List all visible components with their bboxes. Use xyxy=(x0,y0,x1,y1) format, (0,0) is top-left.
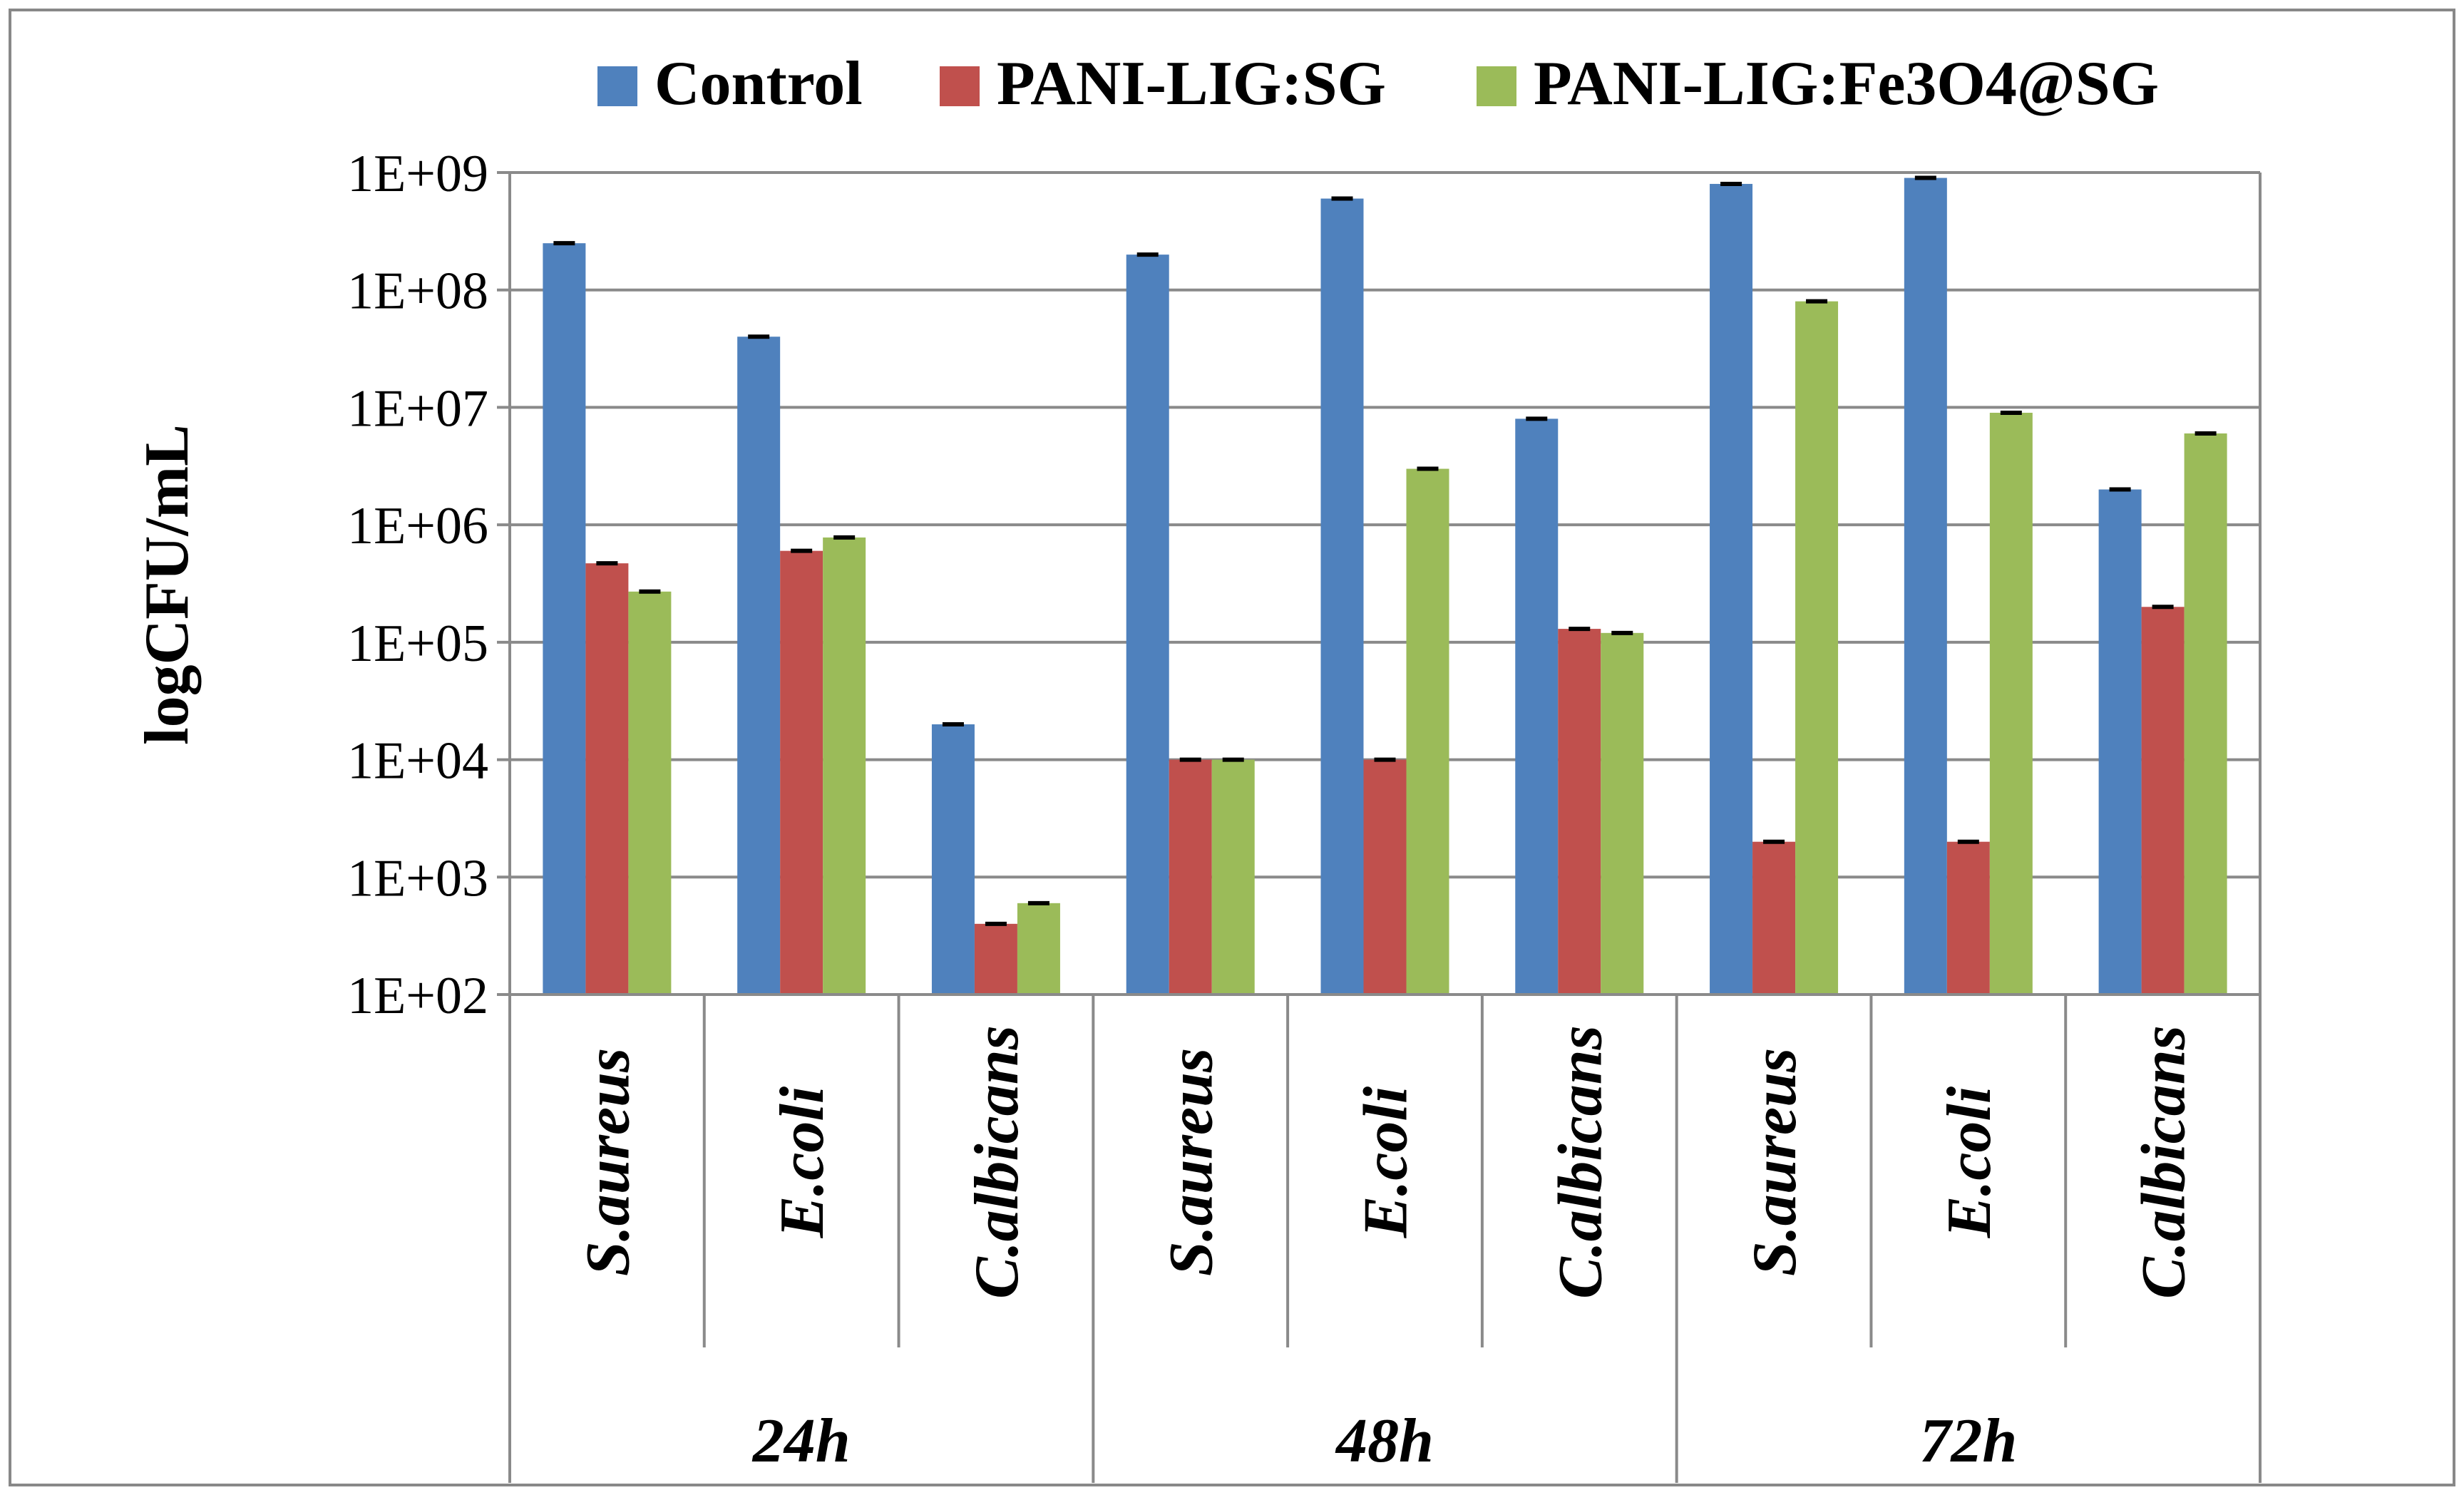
bar-pani-lig-sg xyxy=(974,923,1017,995)
bar-control xyxy=(543,243,586,995)
bar-pani-lig-sg xyxy=(780,550,823,995)
bar-pani-lig-sg xyxy=(585,563,629,995)
bar-pani-lig-sg xyxy=(1752,841,1796,995)
y-tick-label: 1E+02 xyxy=(347,967,488,1025)
bar-pani-lig-fe3o4-sg xyxy=(1601,632,1644,995)
bar-pani-lig-sg xyxy=(1169,759,1212,995)
legend-label: PANI-LIG:SG xyxy=(997,49,1386,118)
category-label: S.aureus xyxy=(573,1048,642,1276)
category-label: C.albicans xyxy=(2130,1025,2199,1299)
bar-control xyxy=(1126,255,1169,995)
bar-pani-lig-fe3o4-sg xyxy=(1017,903,1060,995)
bar-control xyxy=(737,336,781,995)
bar-control xyxy=(1515,418,1559,995)
y-axis-label: logCFU/mL xyxy=(133,424,202,745)
legend: Control PANI-LIG:SG PANI-LIG:Fe3O4@SG xyxy=(597,49,2159,118)
category-label: C.albicans xyxy=(1546,1025,1615,1299)
bar-control xyxy=(1904,178,1947,995)
bar-pani-lig-fe3o4-sg xyxy=(1989,412,2033,995)
legend-swatch xyxy=(1477,66,1516,106)
y-tick-label: 1E+06 xyxy=(347,497,488,555)
bars xyxy=(543,178,2227,995)
legend-swatch xyxy=(940,66,980,106)
y-tick-label: 1E+09 xyxy=(347,145,488,203)
bar-pani-lig-fe3o4-sg xyxy=(1211,759,1255,995)
group-label: 24h xyxy=(751,1407,851,1476)
category-label: E.coli xyxy=(768,1086,837,1238)
bar-pani-lig-fe3o4-sg xyxy=(2184,433,2227,995)
y-tick-label: 1E+08 xyxy=(347,262,488,321)
bar-control xyxy=(931,724,975,995)
y-tick-label: 1E+07 xyxy=(347,379,488,438)
category-label: S.aureus xyxy=(1157,1048,1226,1276)
y-tick-labels: 1E+02 1E+03 1E+04 1E+05 1E+06 1E+07 1E+08 1E+09 xyxy=(347,145,488,1025)
bar-control xyxy=(2098,489,2142,995)
bar-pani-lig-fe3o4-sg xyxy=(823,537,866,995)
y-tick-label: 1E+05 xyxy=(347,615,488,673)
legend-swatch xyxy=(597,66,637,106)
error-bars xyxy=(553,175,2217,926)
y-tick-label: 1E+03 xyxy=(347,849,488,908)
bar-control xyxy=(1320,198,1364,995)
group-labels: 24h 48h 72h xyxy=(751,1407,2018,1476)
bar-pani-lig-fe3o4-sg xyxy=(628,591,672,995)
bar-control xyxy=(1710,183,1753,995)
category-label: C.albicans xyxy=(962,1025,1032,1299)
bar-pani-lig-fe3o4-sg xyxy=(1406,468,1449,995)
category-label: S.aureus xyxy=(1740,1048,1809,1276)
bar-pani-lig-fe3o4-sg xyxy=(1795,301,1839,995)
group-label: 72h xyxy=(1919,1407,2017,1476)
chart-border xyxy=(9,9,2455,1486)
bar-pani-lig-sg xyxy=(1946,841,1990,995)
axes xyxy=(497,173,2262,1483)
category-labels: S.aureus E.coli C.albicans S.aureus E.coli C.… xyxy=(573,1025,2198,1299)
category-label: E.coli xyxy=(1352,1086,1421,1238)
group-label: 48h xyxy=(1335,1407,1434,1476)
bar-pani-lig-sg xyxy=(1558,629,1601,995)
y-tick-label: 1E+04 xyxy=(347,732,488,791)
bar-pani-lig-sg xyxy=(1363,759,1407,995)
legend-label: Control xyxy=(654,49,863,118)
legend-label: PANI-LIG:Fe3O4@SG xyxy=(1534,49,2159,118)
bar-pani-lig-sg xyxy=(2141,607,2185,995)
category-label: E.coli xyxy=(1935,1086,2004,1238)
